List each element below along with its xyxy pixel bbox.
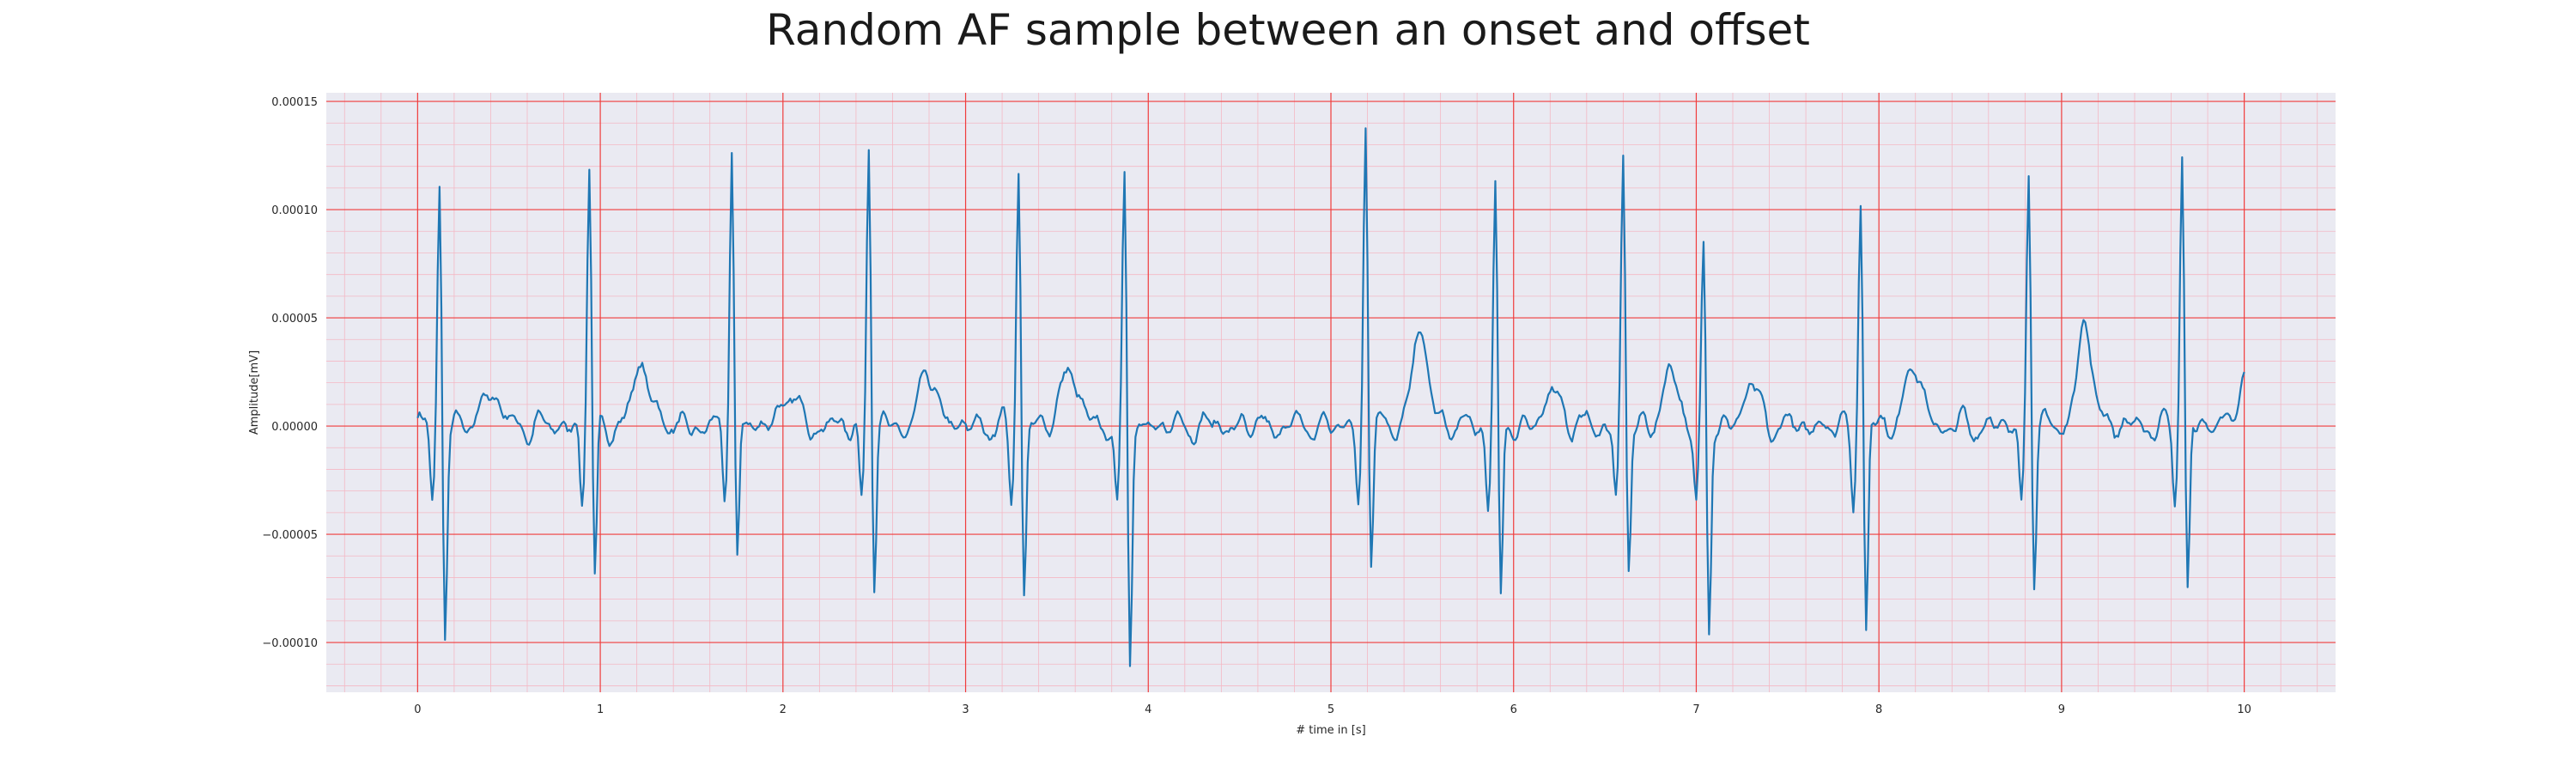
y-tick-label: 0.00015 <box>271 96 318 109</box>
x-tick-label: 8 <box>1875 703 1882 716</box>
x-axis-label: # time in [s] <box>1296 724 1365 737</box>
x-tick-label: 5 <box>1327 703 1334 716</box>
x-tick-label: 6 <box>1510 703 1517 716</box>
chart-title: Random AF sample between an onset and of… <box>766 5 1810 55</box>
y-tick-label: −0.00010 <box>262 637 318 650</box>
x-axis-ticks: 0 1 2 3 4 5 6 7 8 9 10 <box>414 703 2251 716</box>
x-tick-label: 0 <box>414 703 421 716</box>
x-tick-label: 3 <box>962 703 969 716</box>
y-tick-label: −0.00005 <box>262 529 318 542</box>
y-tick-label: 0.00005 <box>271 313 318 326</box>
x-tick-label: 4 <box>1145 703 1151 716</box>
y-tick-label: 0.00010 <box>271 204 318 217</box>
x-tick-label: 9 <box>2058 703 2065 716</box>
x-tick-label: 10 <box>2237 703 2251 716</box>
y-axis-label: Amplitude[mV] <box>248 350 261 435</box>
y-tick-label: 0.00000 <box>271 421 318 434</box>
x-tick-label: 1 <box>597 703 604 716</box>
x-tick-label: 7 <box>1692 703 1699 716</box>
y-axis-ticks: −0.00010 −0.00005 0.00000 0.00005 0.00010 0.0… <box>262 96 318 650</box>
x-tick-label: 2 <box>780 703 787 716</box>
major-grid <box>326 93 2336 692</box>
ecg-signal-line <box>416 127 2245 667</box>
